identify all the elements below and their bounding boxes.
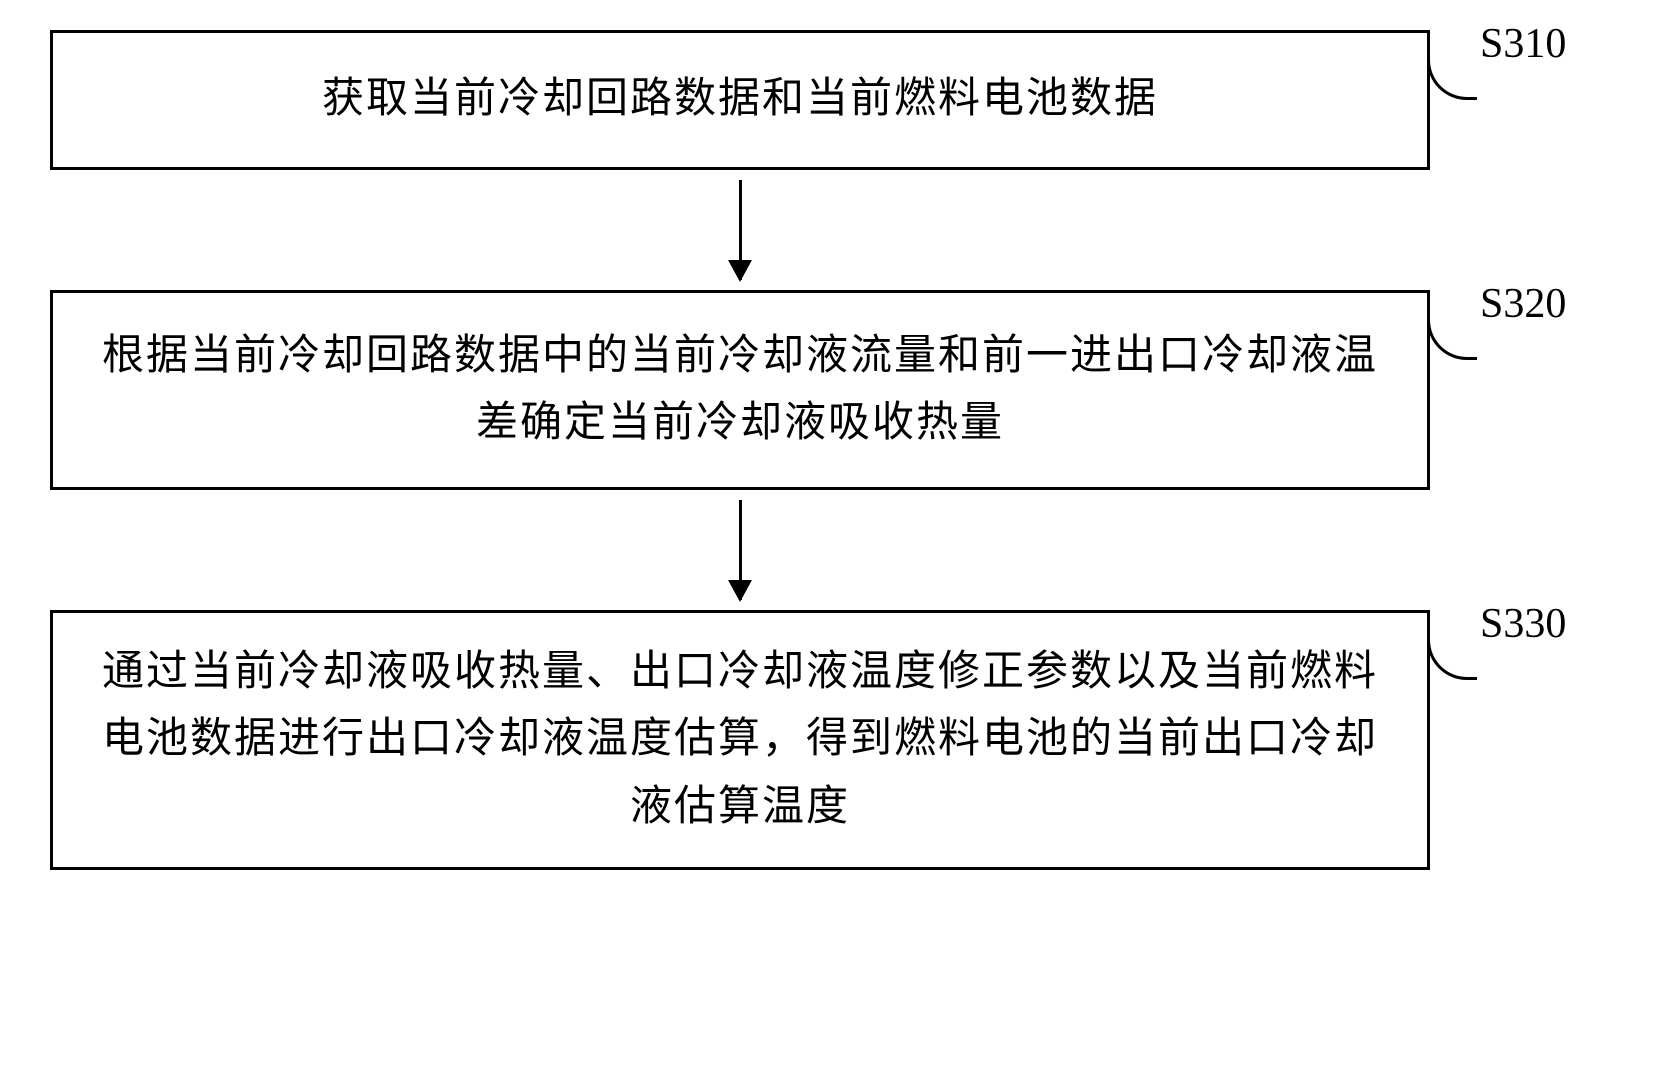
step-text-s330: 通过当前冷却液吸收热量、出口冷却液温度修正参数以及当前燃料电池数据进行出口冷却液… — [93, 639, 1387, 841]
step-label-s320: S320 — [1480, 280, 1566, 328]
arrow-line-1 — [739, 180, 742, 280]
step-box-s320: 根据当前冷却回路数据中的当前冷却液流量和前一进出口冷却液温差确定当前冷却液吸收热… — [50, 290, 1430, 490]
arrow-2 — [50, 490, 1430, 610]
step-box-s310: 获取当前冷却回路数据和当前燃料电池数据 — [50, 30, 1430, 170]
arrow-1 — [50, 170, 1430, 290]
step-box-s330: 通过当前冷却液吸收热量、出口冷却液温度修正参数以及当前燃料电池数据进行出口冷却液… — [50, 610, 1430, 870]
step-label-s310: S310 — [1480, 20, 1566, 68]
step-text-s320: 根据当前冷却回路数据中的当前冷却液流量和前一进出口冷却液温差确定当前冷却液吸收热… — [93, 323, 1387, 457]
flowchart-container: 获取当前冷却回路数据和当前燃料电池数据 S310 根据当前冷却回路数据中的当前冷… — [50, 30, 1617, 870]
arrow-line-2 — [739, 500, 742, 600]
step-text-s310: 获取当前冷却回路数据和当前燃料电池数据 — [322, 66, 1158, 133]
connector-s320 — [1427, 290, 1477, 360]
connector-s330 — [1427, 610, 1477, 680]
step-label-s330: S330 — [1480, 600, 1566, 648]
connector-s310 — [1427, 30, 1477, 100]
